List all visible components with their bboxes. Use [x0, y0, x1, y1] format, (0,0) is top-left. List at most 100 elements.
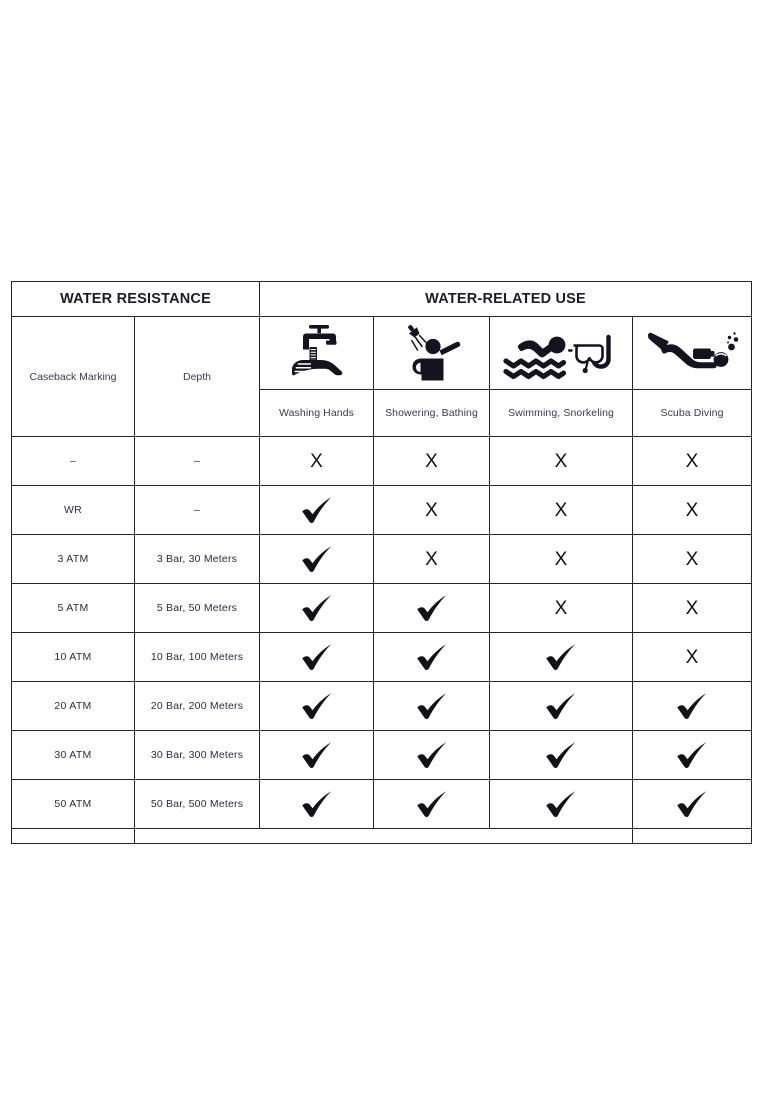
icon-header-row: Caseback Marking Depth: [11, 316, 753, 437]
cell-depth: 20 Bar, 200 Meters: [133, 681, 261, 731]
check-icon: [374, 594, 489, 622]
table-row: 3 ATM 3 Bar, 30 Meters X X X: [11, 534, 753, 584]
check-icon: [490, 790, 632, 818]
cell-swimming-snorkeling: X: [489, 583, 634, 633]
cross-icon: X: [310, 450, 323, 472]
cell-showering-bathing: [373, 730, 491, 780]
cross-icon: X: [425, 499, 438, 521]
cross-icon: X: [685, 499, 699, 521]
cell-showering-bathing: [373, 779, 491, 829]
cell-swimming-snorkeling: X: [489, 436, 634, 486]
check-icon: [374, 643, 489, 671]
cell-partial: [11, 828, 135, 844]
check-icon: [260, 741, 373, 769]
cell-partial: [632, 828, 753, 844]
cell-partial: [489, 828, 633, 844]
cell-showering-bathing: [373, 583, 491, 633]
cell-showering-bathing: X: [373, 534, 491, 584]
check-icon: [260, 643, 373, 671]
table-row: 50 ATM 50 Bar, 500 Meters: [11, 779, 753, 829]
cell-scuba-diving: X: [632, 436, 753, 486]
cross-icon: X: [554, 548, 568, 570]
cell-washing-hands: X: [259, 436, 375, 486]
cell-washing-hands: [259, 681, 375, 731]
check-icon: [374, 692, 489, 720]
column-header-depth: Depth: [133, 316, 261, 437]
cell-depth: 3 Bar, 30 Meters: [133, 534, 261, 584]
table-row: 5 ATM 5 Bar, 50 Meters X X: [11, 583, 753, 633]
cell-swimming-snorkeling: X: [489, 534, 634, 584]
cell-washing-hands: [259, 779, 375, 829]
check-icon: [260, 692, 373, 720]
cross-icon: X: [685, 597, 699, 619]
column-header-washing-hands-label: Washing Hands: [279, 407, 355, 419]
shower-person-icon: [407, 324, 460, 381]
cell-caseback-marking: WR: [11, 485, 135, 535]
cell-swimming-snorkeling: [489, 730, 634, 780]
cell-caseback-marking: 20 ATM: [11, 681, 135, 731]
cell-scuba-diving: X: [632, 583, 753, 633]
check-icon: [374, 741, 489, 769]
check-icon: [490, 692, 632, 720]
cell-scuba-diving: [632, 681, 753, 731]
group-header-row: WATER RESISTANCE WATER-RELATED USE: [10, 281, 753, 317]
check-icon: [260, 790, 373, 818]
check-icon: [633, 790, 751, 818]
column-header-washing-hands: Washing Hands: [259, 389, 375, 437]
cell-scuba-diving: X: [632, 534, 753, 584]
cell-depth: 30 Bar, 300 Meters: [133, 730, 261, 780]
column-header-scuba-diving: Scuba Diving: [632, 389, 753, 437]
cell-showering-bathing: X: [373, 485, 491, 535]
icon-cell-swimming-snorkeling: [489, 316, 634, 390]
cell-partial: [259, 828, 374, 844]
cell-scuba-diving: [632, 730, 753, 780]
icon-cell-showering-bathing: [373, 316, 491, 390]
cell-caseback-marking: 3 ATM: [11, 534, 135, 584]
table-row: – – X X X X: [11, 436, 753, 486]
cross-icon: X: [685, 450, 699, 472]
column-header-showering-bathing: Showering, Bathing: [373, 389, 491, 437]
cell-swimming-snorkeling: [489, 632, 634, 682]
cell-caseback-marking: 5 ATM: [11, 583, 135, 633]
group-header-water-resistance-label: WATER RESISTANCE: [60, 291, 211, 307]
cell-depth: 5 Bar, 50 Meters: [133, 583, 261, 633]
use-label-row: Washing Hands Showering, Bathing Swimmin…: [12, 389, 753, 437]
group-header-water-resistance: WATER RESISTANCE: [10, 281, 261, 317]
column-header-caseback-marking-label: Caseback Marking: [29, 370, 117, 383]
column-header-showering-bathing-label: Showering, Bathing: [385, 407, 478, 419]
cross-icon: X: [425, 548, 438, 570]
cell-washing-hands: [259, 485, 375, 535]
cell-partial: [134, 828, 260, 844]
cell-showering-bathing: X: [373, 436, 491, 486]
column-header-caseback-marking: Caseback Marking: [11, 316, 135, 437]
check-icon: [490, 741, 632, 769]
cell-depth: 50 Bar, 500 Meters: [133, 779, 261, 829]
cell-swimming-snorkeling: [489, 681, 634, 731]
icon-cell-washing-hands: [259, 316, 375, 390]
cell-depth: 10 Bar, 100 Meters: [133, 632, 261, 682]
cross-icon: X: [554, 450, 568, 472]
check-icon: [260, 545, 373, 573]
group-header-water-related-use: WATER-RELATED USE: [259, 281, 753, 317]
water-resistance-table: WATER RESISTANCE WATER-RELATED USE Caseb…: [10, 281, 753, 844]
icon-cell-scuba-diving: [632, 316, 753, 390]
cross-icon: X: [554, 499, 568, 521]
cell-washing-hands: [259, 632, 375, 682]
table-row-partial: [11, 828, 753, 844]
cell-scuba-diving: X: [632, 632, 753, 682]
faucet-hand-icon: [291, 325, 342, 376]
cell-washing-hands: [259, 583, 375, 633]
check-icon: [633, 741, 751, 769]
column-header-depth-label: Depth: [182, 370, 212, 383]
cell-washing-hands: [259, 730, 375, 780]
group-header-water-related-use-label: WATER-RELATED USE: [425, 291, 586, 307]
cell-washing-hands: [259, 534, 375, 584]
table-row: 20 ATM 20 Bar, 200 Meters: [11, 681, 753, 731]
table-row: WR – X X X: [11, 485, 753, 535]
cell-showering-bathing: [373, 681, 491, 731]
scuba-diver-icon: [648, 332, 739, 369]
cross-icon: X: [554, 597, 568, 619]
column-header-swimming-snorkeling: Swimming, Snorkeling: [489, 389, 634, 437]
cell-scuba-diving: X: [632, 485, 753, 535]
